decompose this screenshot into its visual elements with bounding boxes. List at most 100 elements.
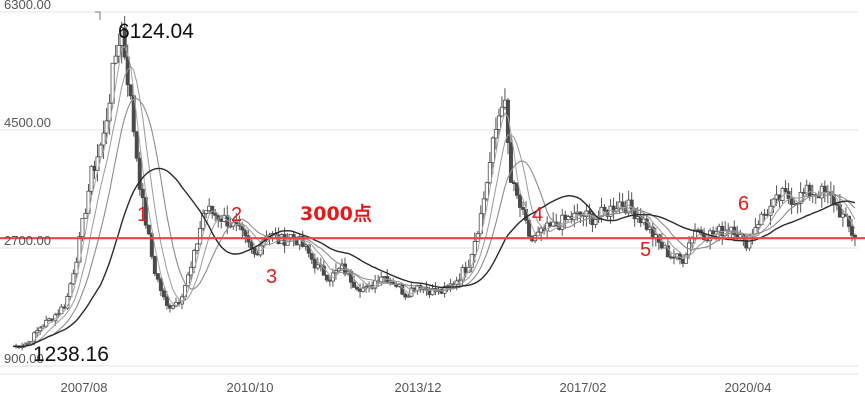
candle-body [629,199,634,209]
candle-body [89,165,94,192]
candle-body [213,213,218,216]
candle-body [789,198,794,205]
candle-body [291,234,296,238]
candle-body [807,184,812,197]
y-tick-label: 4500.00 [4,115,51,130]
high-annotation: 6124.04 [118,20,194,43]
candle-body [186,274,191,286]
candle-body [71,273,76,285]
low-annotation: 1238.16 [33,343,109,366]
moving-average-line [12,97,856,348]
candle-body [527,219,532,237]
candle-body [189,266,194,276]
candle-body [74,261,79,275]
reference-line-label: 3000点 [300,203,372,225]
x-tick-label: 2010/10 [227,380,274,395]
candle-body [309,252,314,260]
candle-body [146,224,151,235]
candle-body [521,207,526,210]
x-tick-label: 2020/04 [725,380,772,395]
candle-body [352,281,357,288]
candle-body [38,327,43,332]
candle-body [164,296,169,306]
marker-4: 4 [532,204,543,226]
candle-body [683,254,688,264]
y-axis-ticks: 6300.00 4500.00 2700.00 900.00 [4,0,51,366]
candle-body [210,205,215,214]
candle-body [665,245,670,258]
candle-body [508,142,513,183]
candle-body [403,293,408,298]
candle-body [514,183,519,196]
candle-body [243,229,248,237]
high-bracket [95,11,101,20]
candle-body [472,240,477,255]
candle-body [68,283,73,297]
candle-body [312,258,317,269]
moving-average-line [12,65,856,348]
x-tick-label: 2007/08 [61,380,108,395]
marker-6: 6 [738,193,749,215]
candle-body [104,120,109,134]
candle-body [161,290,166,298]
candle-body [195,243,200,251]
x-tick-label: 2017/02 [560,380,607,395]
y-tick-label: 6300.00 [4,0,51,12]
candle-body [101,132,106,146]
candle-body [35,330,40,334]
candle-body [505,99,510,143]
candle-body [406,295,411,298]
candle-body [756,224,761,229]
candle-body [80,217,85,238]
candle-body [644,218,649,230]
candle-body [753,227,758,235]
candle-body [128,84,133,97]
candlestick-series [14,15,857,351]
candle-body [122,27,127,58]
candle-body [252,247,257,255]
candle-body [849,225,854,236]
candle-body [361,287,366,292]
candle-body [149,233,154,257]
candle-body [852,234,857,238]
candle-body [518,194,523,208]
candle-body [324,274,329,281]
candle-body [113,55,118,64]
candle-body [249,241,254,249]
candle-body [32,332,37,343]
grid-lines [0,11,858,375]
candle-body [481,198,486,215]
x-axis-ticks: 2007/08 2010/10 2013/12 2017/02 2020/04 [61,380,772,395]
candle-body [143,197,148,226]
candle-body [364,286,369,289]
candle-body [98,144,103,158]
y-tick-label: 2700.00 [4,233,51,248]
candle-body [499,106,504,117]
candle-body [137,157,142,190]
candle-body [484,182,489,200]
candle-body [496,115,501,130]
candle-body [201,213,206,229]
candle-body [336,268,341,272]
candle-body [355,286,360,290]
candle-body [170,305,175,309]
candle-body [487,162,492,184]
moving-average-line [12,167,856,348]
marker-1: 1 [137,204,148,226]
candle-body [409,287,414,297]
candle-body [490,137,495,163]
y-tick-label: 900.00 [4,351,44,366]
candle-body [116,45,121,57]
candle-body [511,182,516,185]
candle-body [134,131,139,159]
candle-body [620,201,625,208]
candle-body [140,188,145,199]
marker-3: 3 [266,266,277,288]
candle-body [198,227,203,245]
marker-5: 5 [640,239,651,261]
candle-body [152,256,157,275]
candle-body [493,129,498,139]
marker-2: 2 [231,204,242,226]
candle-body [204,210,209,214]
